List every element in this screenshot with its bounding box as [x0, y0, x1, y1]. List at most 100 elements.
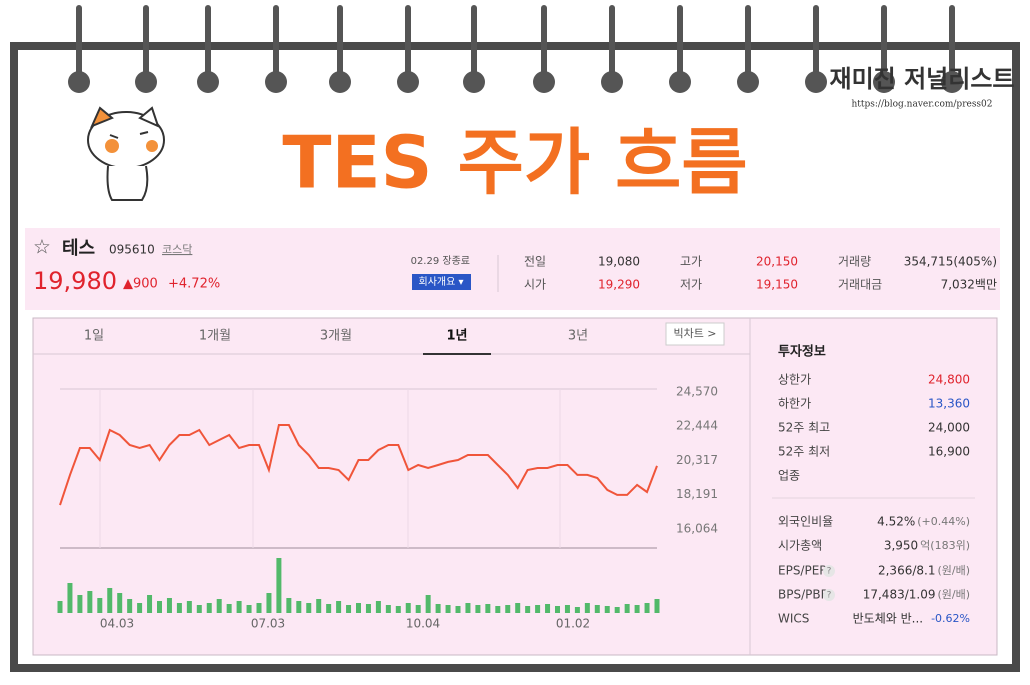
- help-icon-bg[interactable]: [823, 589, 835, 601]
- big-chart-button-bg[interactable]: [665, 322, 725, 346]
- favorite-star[interactable]: ☆: [33, 235, 51, 259]
- company-button-bg[interactable]: [412, 274, 471, 290]
- ring-hole: [737, 71, 759, 93]
- volume-bar: [117, 593, 123, 613]
- volume-bar: [634, 605, 640, 613]
- volume-bar: [97, 598, 103, 613]
- tab[interactable]: 1년: [446, 329, 467, 344]
- volume-bar: [276, 558, 282, 613]
- info-label: 하한가: [778, 397, 811, 411]
- big-chart-button[interactable]: 빅차트 >: [673, 327, 716, 340]
- info-label: 시가총액: [778, 539, 822, 553]
- volume-bar: [624, 604, 630, 613]
- volume-bar: [564, 605, 570, 613]
- volume-bar: [415, 605, 421, 613]
- volume-bar: [87, 591, 93, 613]
- ring-hole: [68, 71, 90, 93]
- info-note: (원/배): [937, 564, 970, 577]
- info-label: BPS/PBR: [778, 588, 829, 602]
- volume-bar: [515, 603, 521, 613]
- blog-name: 재미진 저널리스트: [830, 65, 1015, 93]
- ring-hole: [669, 71, 691, 93]
- volume-bar: [654, 599, 660, 613]
- ring-hole: [805, 71, 827, 93]
- tabs: 1일 1개월 3개월 1년 3년: [84, 329, 588, 355]
- volume-bar: [196, 605, 202, 613]
- volume-bar: [216, 599, 222, 613]
- volume-bar: [236, 601, 242, 613]
- volume-bar: [535, 605, 541, 613]
- volume-bar: [445, 605, 451, 613]
- summary: 전일 19,080 시가 19,290 고가 20,150 저가 19,150 거래량 354,7…: [524, 255, 997, 292]
- volume-bar: [226, 604, 232, 613]
- tab[interactable]: 3년: [568, 329, 588, 344]
- volume-bar: [137, 603, 143, 613]
- volume-bar: [266, 593, 272, 613]
- ring-hole: [463, 71, 485, 93]
- price-line: [59, 424, 658, 506]
- ring-hole: [397, 71, 419, 93]
- volume-bar: [614, 607, 620, 613]
- info-value: 4.52%: [877, 515, 915, 529]
- summary-label: 고가: [680, 255, 702, 269]
- volume-bar: [186, 601, 192, 613]
- plot: 04.03 07.03 10.04 01.02 24,570 22,444 20,317 18…: [57, 385, 718, 631]
- volume-bar: [475, 605, 481, 613]
- y-tick-label: 22,444: [676, 419, 718, 433]
- info-label: 상한가: [778, 373, 811, 387]
- volume-bar: [206, 603, 212, 613]
- summary-label: 시가: [524, 278, 546, 292]
- volume-bar: [147, 595, 153, 613]
- ring-hole: [533, 71, 555, 93]
- volume-bar: [574, 607, 580, 613]
- info-value: 17,483/1.09: [863, 588, 936, 602]
- summary-value: 354,715(405%): [904, 255, 997, 269]
- tab[interactable]: 3개월: [320, 329, 352, 344]
- volume-bar: [525, 606, 531, 613]
- volume-bar: [555, 606, 560, 613]
- volume-bar: [495, 606, 501, 613]
- volume-bar: [107, 588, 113, 613]
- info-label: WICS: [778, 612, 809, 626]
- volume-bar: [455, 606, 461, 613]
- info-label: EPS/PER: [778, 564, 828, 578]
- x-tick-label: 04.03: [100, 617, 134, 631]
- summary-value: 19,150: [756, 278, 798, 292]
- volume-bar: [425, 595, 431, 613]
- volume-bar: [256, 603, 262, 613]
- change-rate: +4.72%: [168, 277, 220, 292]
- ring-hole: [873, 71, 895, 93]
- blog-url: https://blog.naver.com/press02: [851, 100, 992, 110]
- info-label: 업종: [778, 469, 800, 483]
- summary-label: 전일: [524, 255, 546, 269]
- help-icon[interactable]: ?: [827, 567, 832, 577]
- volume-bar: [127, 599, 133, 613]
- info-value: 2,366/8.1: [878, 564, 935, 578]
- info-value: 24,000: [928, 421, 970, 435]
- info-label: 외국인비율: [778, 515, 833, 529]
- info-note: 억(183위): [920, 539, 970, 552]
- y-tick-label: 16,064: [676, 522, 718, 536]
- y-tick-label: 20,317: [676, 453, 718, 467]
- ring-hole: [941, 71, 963, 93]
- info-value: 24,800: [928, 373, 970, 387]
- info-title: 투자정보: [778, 344, 826, 360]
- y-tick-label: 24,570: [676, 385, 718, 399]
- volume-bar: [545, 604, 551, 613]
- volume-bar: [77, 595, 83, 613]
- help-icon[interactable]: ?: [827, 591, 832, 601]
- tab[interactable]: 1일: [84, 329, 104, 344]
- company-button[interactable]: 회사개요 ▾: [419, 276, 464, 288]
- tab[interactable]: 1개월: [199, 329, 231, 344]
- y-tick-label: 18,191: [676, 487, 718, 501]
- volume-bar: [385, 605, 391, 613]
- volume-bar: [286, 598, 292, 613]
- info-value: 3,950: [884, 539, 918, 553]
- stock-name: 테스: [62, 238, 95, 259]
- volume-bar: [296, 601, 302, 613]
- volume-bar: [57, 601, 63, 613]
- info-note: (원/배): [937, 588, 970, 601]
- help-icon-bg[interactable]: [823, 565, 835, 577]
